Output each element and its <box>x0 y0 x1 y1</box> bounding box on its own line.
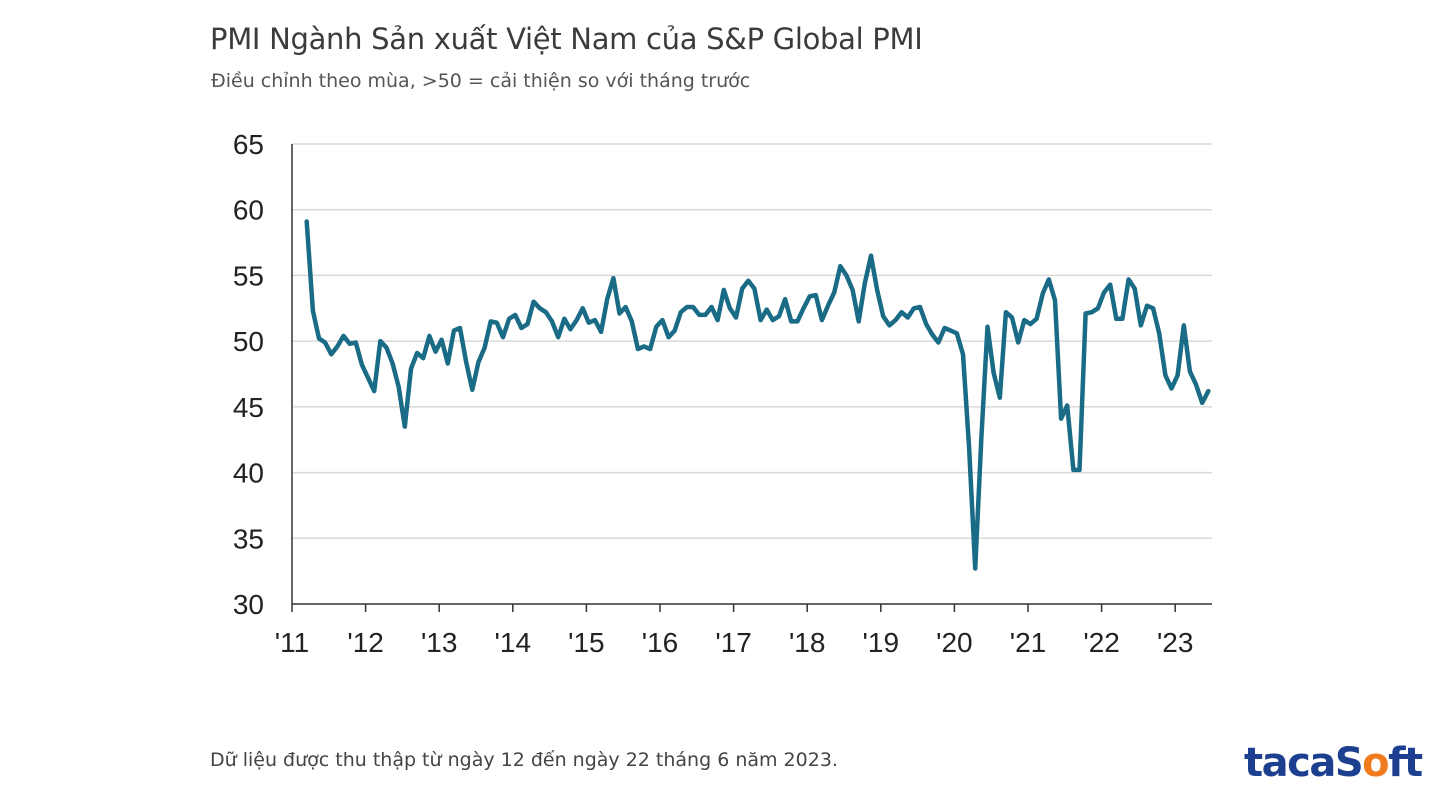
x-tick-label: '14 <box>495 627 532 658</box>
y-tick-label: 45 <box>233 392 264 423</box>
brand-o-accent: o <box>1362 740 1389 786</box>
axes <box>291 144 1212 612</box>
x-tick-label: '18 <box>789 627 826 658</box>
series <box>304 219 1211 571</box>
x-tick-label: '20 <box>936 627 973 658</box>
x-tick-label: '21 <box>1010 627 1047 658</box>
brand-text-2: S <box>1334 740 1364 786</box>
x-tick-label: '23 <box>1157 627 1194 658</box>
y-tick-label: 55 <box>233 260 264 291</box>
x-tick-label: '11 <box>275 627 309 658</box>
x-tick-label: '19 <box>863 627 900 658</box>
y-tick-label: 30 <box>233 589 264 620</box>
x-tick-label: '12 <box>347 627 384 658</box>
y-tick-label: 35 <box>233 523 264 554</box>
x-tick-label: '22 <box>1083 627 1120 658</box>
x-tick-label: '17 <box>715 627 752 658</box>
chart-title: PMI Ngành Sản xuất Việt Nam của S&P Glob… <box>210 22 923 56</box>
y-tick-label: 60 <box>233 195 264 226</box>
tick-labels: 30 35 40 45 50 55 60 65 '11 '12 '13 '14 '15 '16 '17 '18… <box>233 129 1194 658</box>
x-tick-label: '16 <box>642 627 679 658</box>
brand-text-1: taca <box>1244 740 1336 786</box>
x-tick-label: '15 <box>568 627 605 658</box>
chart-subtitle: Điều chỉnh theo mùa, >50 = cải thiện so … <box>211 70 751 92</box>
y-tick-label: 50 <box>233 326 264 357</box>
y-tick-label: 40 <box>233 458 264 489</box>
y-tick-label: 65 <box>233 129 264 160</box>
tacasoft-logo: tacaSoft <box>1244 740 1423 786</box>
brand-text-3: ft <box>1388 740 1423 786</box>
x-tick-label: '13 <box>421 627 458 658</box>
series-line-pmi <box>304 219 1211 571</box>
data-collection-note: Dữ liệu được thu thập từ ngày 12 đến ngà… <box>210 749 838 771</box>
